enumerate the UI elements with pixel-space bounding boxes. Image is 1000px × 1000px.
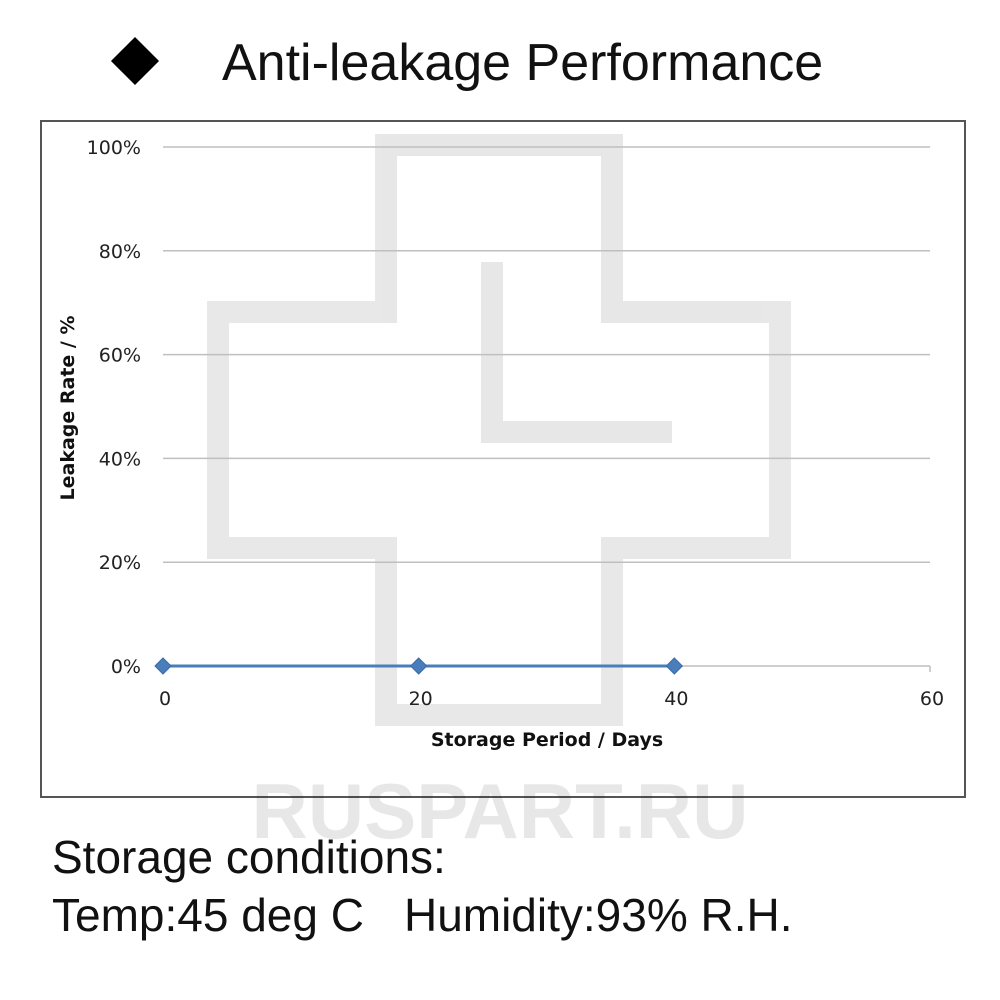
- temperature-condition: Temp:45 deg C: [52, 889, 364, 941]
- y-tick-label: 60%: [99, 345, 141, 367]
- watermark-text: RUSPART.RU: [252, 767, 749, 855]
- x-axis-title: Storage Period / Days: [431, 729, 663, 751]
- y-tick-label: 0%: [111, 656, 141, 678]
- x-tick-label: 60: [920, 688, 944, 710]
- y-axis-title: Leakage Rate / %: [57, 316, 79, 501]
- data-point-marker: [409, 657, 428, 675]
- x-tick-label: 40: [664, 688, 688, 710]
- conditions-heading: Storage conditions:: [52, 831, 446, 883]
- y-tick-label: 100%: [87, 137, 141, 159]
- chart-axes: 0% 20% 40% 60% 80% 100% 0 20 40 60: [87, 137, 944, 710]
- x-tick-label: 20: [409, 688, 433, 710]
- storage-conditions: Storage conditions: Temp:45 deg C Humidit…: [52, 828, 793, 944]
- watermark: RUSPART.RU: [207, 134, 791, 855]
- y-tick-label: 40%: [99, 448, 141, 470]
- y-tick-label: 80%: [99, 241, 141, 263]
- title-row: Anti-leakage Performance: [0, 22, 1000, 102]
- chart-series: [154, 657, 684, 675]
- data-point-marker: [665, 657, 684, 675]
- page-title: Anti-leakage Performance: [222, 34, 824, 92]
- conditions-values: Temp:45 deg C Humidity:93% R.H.: [52, 886, 793, 944]
- x-tick-label: 0: [159, 688, 171, 710]
- y-tick-label: 20%: [99, 552, 141, 574]
- humidity-condition: Humidity:93% R.H.: [403, 889, 793, 941]
- chart-grid: [163, 146, 930, 563]
- data-point-marker: [154, 657, 172, 675]
